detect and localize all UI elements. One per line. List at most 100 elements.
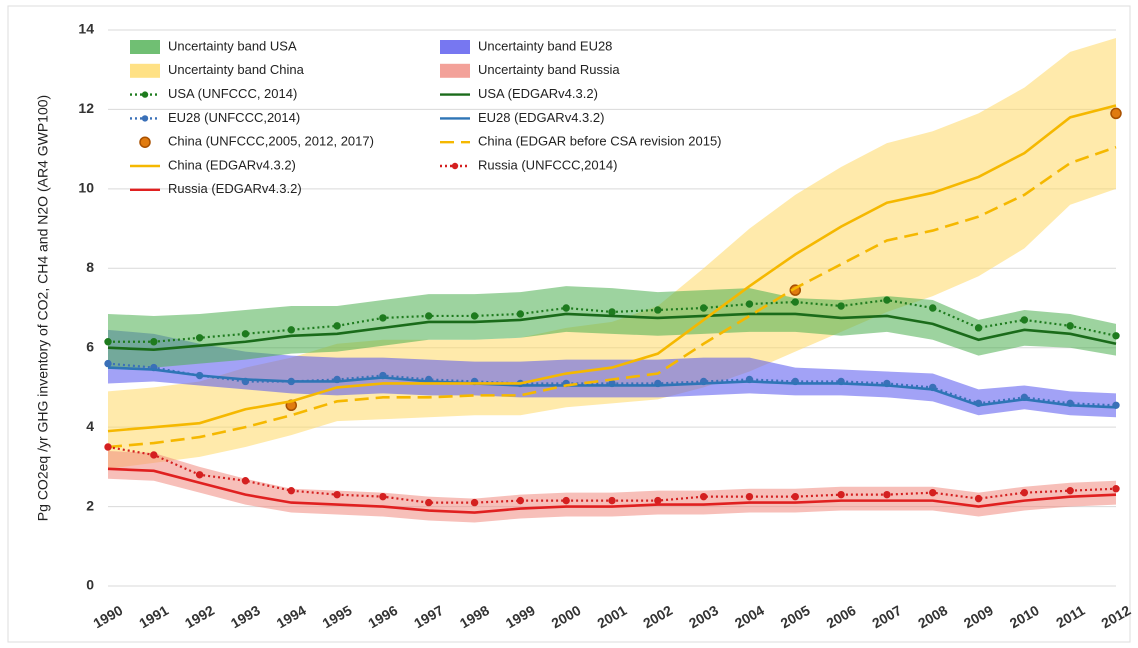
legend-label: Uncertainty band Russia	[478, 62, 620, 77]
point-marker	[791, 492, 799, 501]
legend-label: Russia (EDGARv4.3.2)	[168, 181, 302, 196]
y-tick-label: 12	[78, 100, 94, 116]
point-marker	[608, 496, 616, 505]
legend-swatch	[139, 136, 151, 148]
point-marker	[745, 300, 754, 308]
point-marker	[1112, 332, 1120, 340]
series-line	[107, 312, 1117, 352]
point-marker	[1020, 488, 1029, 497]
legend-item: EU28 (UNFCCC,2014)	[130, 110, 300, 125]
point-marker	[1112, 485, 1120, 493]
legend-label: Uncertainty band China	[168, 62, 305, 77]
point-marker	[1066, 486, 1074, 495]
legend-item: Uncertainty band EU28	[440, 38, 612, 54]
point-marker	[104, 359, 112, 368]
point-marker	[837, 302, 845, 310]
point-marker	[516, 310, 525, 318]
point-marker	[562, 304, 570, 312]
uncertainty-band	[108, 329, 1116, 418]
legend-label: USA (UNFCCC, 2014)	[168, 86, 297, 101]
point-marker	[104, 338, 112, 346]
point-marker	[241, 330, 250, 338]
point-marker	[195, 334, 204, 342]
y-tick-label: 0	[86, 577, 94, 593]
point-marker	[241, 477, 250, 485]
y-tick-label: 6	[86, 338, 94, 354]
legend-label: EU28 (UNFCCC,2014)	[168, 110, 300, 125]
point-marker	[287, 326, 295, 334]
point-marker	[745, 492, 754, 501]
legend-swatch	[451, 162, 459, 170]
point-marker	[333, 490, 341, 499]
point-marker	[333, 322, 341, 330]
point-marker	[562, 496, 570, 505]
legend-item: USA (EDGARv4.3.2)	[440, 86, 598, 101]
legend-item: USA (UNFCCC, 2014)	[130, 86, 297, 101]
legend-item: Russia (EDGARv4.3.2)	[130, 181, 302, 196]
uncertainty-band	[108, 286, 1116, 368]
series-line	[107, 467, 1117, 514]
legend-label: Uncertainty band USA	[168, 38, 297, 53]
legend-label: Russia (UNFCCC,2014)	[478, 157, 617, 172]
point-marker	[929, 488, 937, 497]
series-line	[107, 104, 1117, 433]
y-tick-label: 8	[86, 259, 94, 275]
point-marker	[1020, 316, 1029, 324]
point-marker	[654, 306, 662, 314]
series-line	[107, 366, 1117, 409]
point-marker	[1110, 107, 1122, 120]
point-marker	[791, 298, 799, 306]
legend-swatch	[141, 91, 149, 98]
point-marker	[974, 324, 983, 332]
legend-swatch	[141, 115, 149, 122]
point-marker	[516, 496, 525, 505]
point-marker	[929, 304, 937, 312]
point-marker	[379, 314, 387, 322]
legend-item: Uncertainty band Russia	[440, 62, 620, 78]
point-marker	[195, 471, 204, 479]
legend-label: China (EDGAR before CSA revision 2015)	[478, 134, 722, 149]
y-tick-label: 14	[78, 21, 94, 37]
legend-swatch	[130, 63, 160, 78]
legend-label: China (EDGARv4.3.2)	[168, 157, 296, 172]
legend-item: EU28 (EDGARv4.3.2)	[440, 110, 604, 125]
legend-item: Uncertainty band China	[130, 62, 305, 78]
y-tick-label: 4	[86, 418, 94, 434]
point-marker	[104, 443, 112, 451]
point-marker	[470, 312, 479, 320]
y-tick-label: 10	[78, 180, 94, 196]
legend-swatch	[440, 40, 470, 54]
point-marker	[974, 494, 983, 503]
legend-item: Russia (UNFCCC,2014)	[440, 157, 617, 172]
legend-label: EU28 (EDGARv4.3.2)	[478, 110, 604, 125]
point-marker	[837, 490, 845, 499]
y-tick-label: 2	[86, 497, 94, 513]
point-marker	[425, 312, 433, 320]
series-line	[107, 145, 1117, 449]
legend-swatch	[130, 40, 160, 54]
legend-label: USA (EDGARv4.3.2)	[478, 86, 598, 101]
point-marker	[425, 498, 433, 507]
point-marker	[699, 492, 708, 501]
legend: Uncertainty band USA Uncertainty band EU2…	[130, 38, 722, 196]
point-marker	[699, 304, 708, 312]
legend-label: China (UNFCCC,2005, 2012, 2017)	[168, 134, 374, 149]
point-marker	[150, 451, 158, 459]
legend-item: China (EDGAR before CSA revision 2015)	[440, 134, 722, 149]
legend-item: Uncertainty band USA	[130, 38, 297, 54]
point-marker	[883, 296, 891, 304]
point-marker	[150, 338, 158, 346]
legend-item: China (EDGARv4.3.2)	[130, 157, 296, 172]
legend-swatch	[440, 63, 470, 78]
point-marker	[470, 498, 479, 507]
point-marker	[379, 492, 387, 501]
point-marker	[883, 490, 891, 499]
legend-label: Uncertainty band EU28	[478, 38, 612, 53]
y-axis-label: Pg CO2eq /yr GHG inventory of CO2, CH4 a…	[35, 95, 51, 521]
legend-item: China (UNFCCC,2005, 2012, 2017)	[139, 134, 374, 149]
point-marker	[287, 486, 295, 495]
point-marker	[1066, 322, 1074, 330]
point-marker	[654, 496, 662, 505]
point-marker	[608, 308, 616, 316]
